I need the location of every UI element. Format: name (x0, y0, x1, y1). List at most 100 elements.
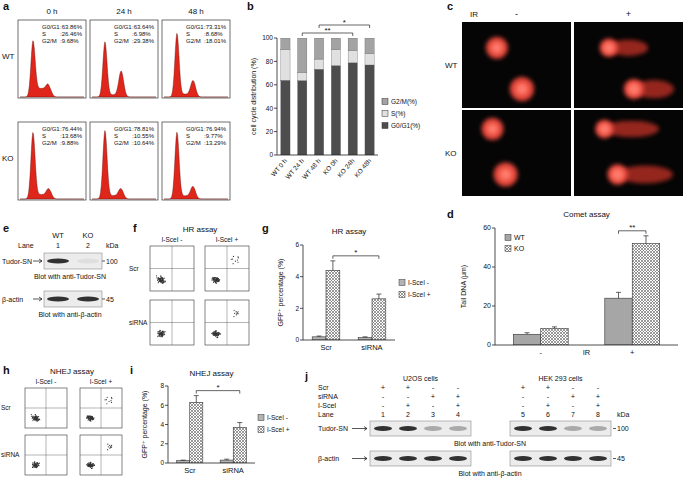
bar-chart: 020406080100cell cycle distribution (%)W… (250, 18, 420, 181)
flow-event (86, 417, 87, 418)
flow-event (216, 335, 217, 336)
flow-event (213, 282, 214, 283)
bar-segment (281, 80, 290, 155)
histogram-frame (90, 20, 158, 98)
flow-event (160, 333, 161, 334)
flow-event (36, 418, 37, 419)
flow-event (214, 332, 215, 333)
flow-event (36, 464, 37, 465)
flow-event (89, 464, 90, 465)
flow-event (87, 465, 88, 466)
flow-event (35, 465, 36, 466)
comet-images: IR-+WTKO (445, 9, 683, 196)
panel-letter: d (447, 208, 454, 220)
flow-event (160, 334, 161, 335)
flow-event (160, 333, 161, 334)
x-axis-label: IR (583, 348, 591, 357)
flow-event (35, 414, 36, 415)
band (564, 456, 582, 461)
flow-event (90, 417, 91, 418)
flow-event (91, 417, 92, 418)
bar-segment (348, 63, 357, 155)
flow-event (217, 334, 218, 335)
flow-event (163, 280, 164, 281)
bar-segment (314, 59, 323, 69)
row-label: siRNA (1, 451, 20, 458)
phase-label: S (186, 31, 190, 37)
condition-name: Scr (318, 384, 329, 391)
flow-event (35, 465, 36, 466)
flow-event (36, 416, 37, 417)
flow-event (92, 467, 93, 468)
histogram-frame (18, 122, 86, 200)
bar (312, 337, 326, 340)
condition-state: - (572, 383, 575, 392)
flow-event (92, 466, 93, 467)
flow-event (35, 465, 36, 466)
flow-event (32, 418, 33, 419)
band (399, 426, 417, 431)
flow-event (215, 333, 216, 334)
phase-value: :13.68% (60, 133, 83, 139)
x-tick-label: KO 48h (353, 157, 373, 179)
flow-event (164, 278, 165, 279)
bar (190, 402, 203, 463)
flow-event (160, 333, 161, 334)
dna-histogram (164, 33, 228, 97)
flow-event (33, 465, 34, 466)
flow-event (213, 333, 214, 334)
error-cap (194, 395, 199, 396)
flow-event (159, 279, 160, 280)
phase-label: G2/M (42, 140, 57, 146)
flow-event (39, 419, 40, 420)
flow-event (35, 420, 36, 421)
flow-event (92, 463, 93, 464)
flow-event (31, 416, 32, 417)
flow-event (37, 420, 38, 421)
protein-label: β-actin (2, 296, 23, 304)
flow-event (35, 463, 36, 464)
flow-event (163, 282, 164, 283)
condition-state: + (406, 383, 411, 392)
flow-event (90, 466, 91, 467)
y-axis (495, 228, 496, 345)
flow-event (160, 282, 161, 283)
flow-event (161, 332, 162, 333)
y-tick (300, 340, 303, 341)
flow-event (214, 277, 215, 278)
flow-event (161, 334, 162, 335)
flow-event (92, 418, 93, 419)
x-tick-label: Scr (320, 343, 332, 352)
comet-image (574, 22, 683, 108)
flow-event (90, 418, 91, 419)
flow-event (159, 331, 160, 332)
flow-event (216, 278, 217, 279)
histogram-frame (162, 122, 230, 200)
flow-event (110, 400, 111, 401)
protein-label: Tudor-SN (2, 258, 32, 265)
phase-label: G0/G1 (114, 24, 132, 30)
flow-event (108, 446, 109, 447)
panel-letter: a (3, 0, 10, 12)
flow-event (162, 281, 163, 282)
flow-event (35, 419, 36, 420)
error-cap (643, 235, 648, 236)
flow-event (163, 334, 164, 335)
flow-event (92, 464, 93, 465)
flow-event (164, 334, 165, 335)
dna-histogram (164, 132, 228, 199)
flow-event (89, 463, 90, 464)
flow-event (161, 281, 162, 282)
y-tick (274, 155, 277, 156)
flow-event (90, 418, 91, 419)
flow-event (160, 281, 161, 282)
flow-event (162, 333, 163, 334)
flow-event (92, 465, 93, 466)
flow-event (91, 417, 92, 418)
flow-event (90, 420, 91, 421)
flow-event (236, 314, 237, 315)
flow-event (88, 463, 89, 464)
lane-number: 8 (596, 411, 600, 418)
condition-state: - (407, 392, 410, 401)
flow-event (160, 333, 161, 334)
